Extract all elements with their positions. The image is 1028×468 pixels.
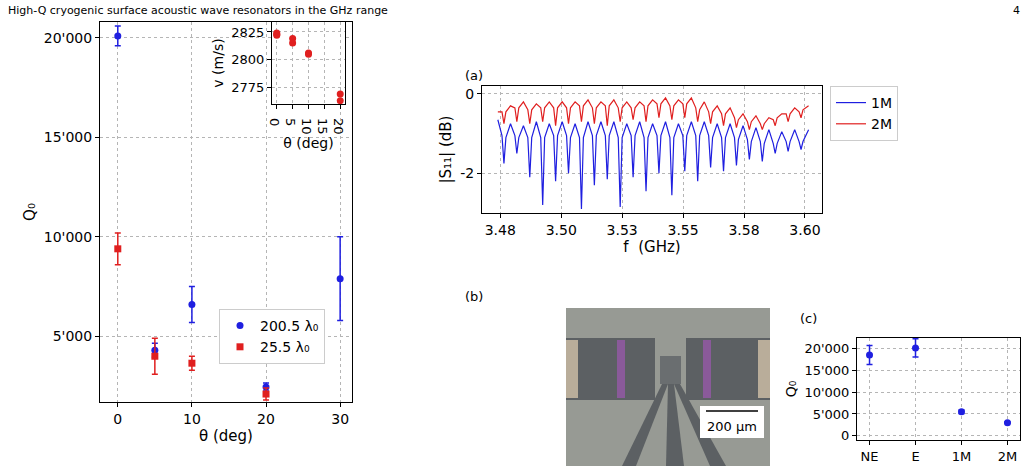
svg-text:-2: -2 (460, 165, 474, 181)
svg-text:1M: 1M (952, 449, 972, 464)
svg-text:20'000: 20'000 (44, 30, 92, 46)
svg-text:200 µm: 200 µm (707, 419, 757, 434)
svg-text:v (m/s): v (m/s) (210, 38, 226, 87)
svg-text:10: 10 (299, 118, 314, 135)
svg-text:2825: 2825 (231, 25, 264, 40)
svg-text:NE: NE (861, 449, 879, 464)
svg-text:(c): (c) (800, 311, 817, 326)
svg-text:E: E (911, 449, 919, 464)
svg-text:20'000: 20'000 (804, 341, 849, 356)
svg-text:3.58: 3.58 (728, 222, 759, 238)
svg-text:5: 5 (283, 118, 298, 126)
svg-text:20: 20 (257, 411, 275, 427)
svg-text:10'000: 10'000 (804, 385, 849, 400)
svg-text:15: 15 (315, 118, 330, 135)
svg-text:2800: 2800 (231, 52, 264, 67)
svg-text:0: 0 (841, 428, 849, 443)
svg-text:(b): (b) (465, 289, 483, 304)
svg-text:25.5 λ₀: 25.5 λ₀ (260, 339, 310, 355)
svg-text:3.55: 3.55 (667, 222, 698, 238)
svg-text:3.60: 3.60 (789, 222, 820, 238)
svg-text:10: 10 (183, 411, 201, 427)
svg-text:0: 0 (465, 86, 474, 102)
svg-text:10'000: 10'000 (44, 229, 92, 245)
svg-text:2775: 2775 (231, 80, 264, 95)
svg-text:15'000: 15'000 (44, 129, 92, 145)
svg-text:200.5 λ₀: 200.5 λ₀ (260, 318, 319, 334)
svg-text:30: 30 (331, 411, 349, 427)
svg-text:3.53: 3.53 (607, 222, 638, 238)
svg-text:4: 4 (1013, 4, 1020, 17)
svg-text:θ (deg): θ (deg) (283, 135, 333, 151)
svg-text:Q₀: Q₀ (783, 380, 799, 397)
svg-text:2M: 2M (871, 116, 892, 132)
svg-text:(a): (a) (465, 68, 483, 83)
svg-text:0: 0 (267, 118, 282, 126)
svg-text:θ (deg): θ (deg) (199, 427, 253, 445)
svg-text:20: 20 (331, 118, 346, 135)
svg-text:Q₀: Q₀ (21, 203, 39, 221)
svg-text:0: 0 (113, 411, 122, 427)
svg-text:2M: 2M (998, 449, 1018, 464)
svg-text:5'000: 5'000 (813, 407, 850, 422)
svg-text:High-Q cryogenic surface acous: High-Q cryogenic surface acoustic wave r… (8, 4, 388, 17)
svg-text:1M: 1M (871, 95, 892, 111)
svg-text:f (GHz): f (GHz) (623, 238, 680, 256)
svg-text:15'000: 15'000 (804, 363, 849, 378)
svg-text:3.48: 3.48 (485, 222, 516, 238)
svg-text:3.50: 3.50 (546, 222, 577, 238)
svg-text:5'000: 5'000 (53, 328, 92, 344)
svg-text:|S₁₁| (dB): |S₁₁| (dB) (437, 116, 455, 184)
